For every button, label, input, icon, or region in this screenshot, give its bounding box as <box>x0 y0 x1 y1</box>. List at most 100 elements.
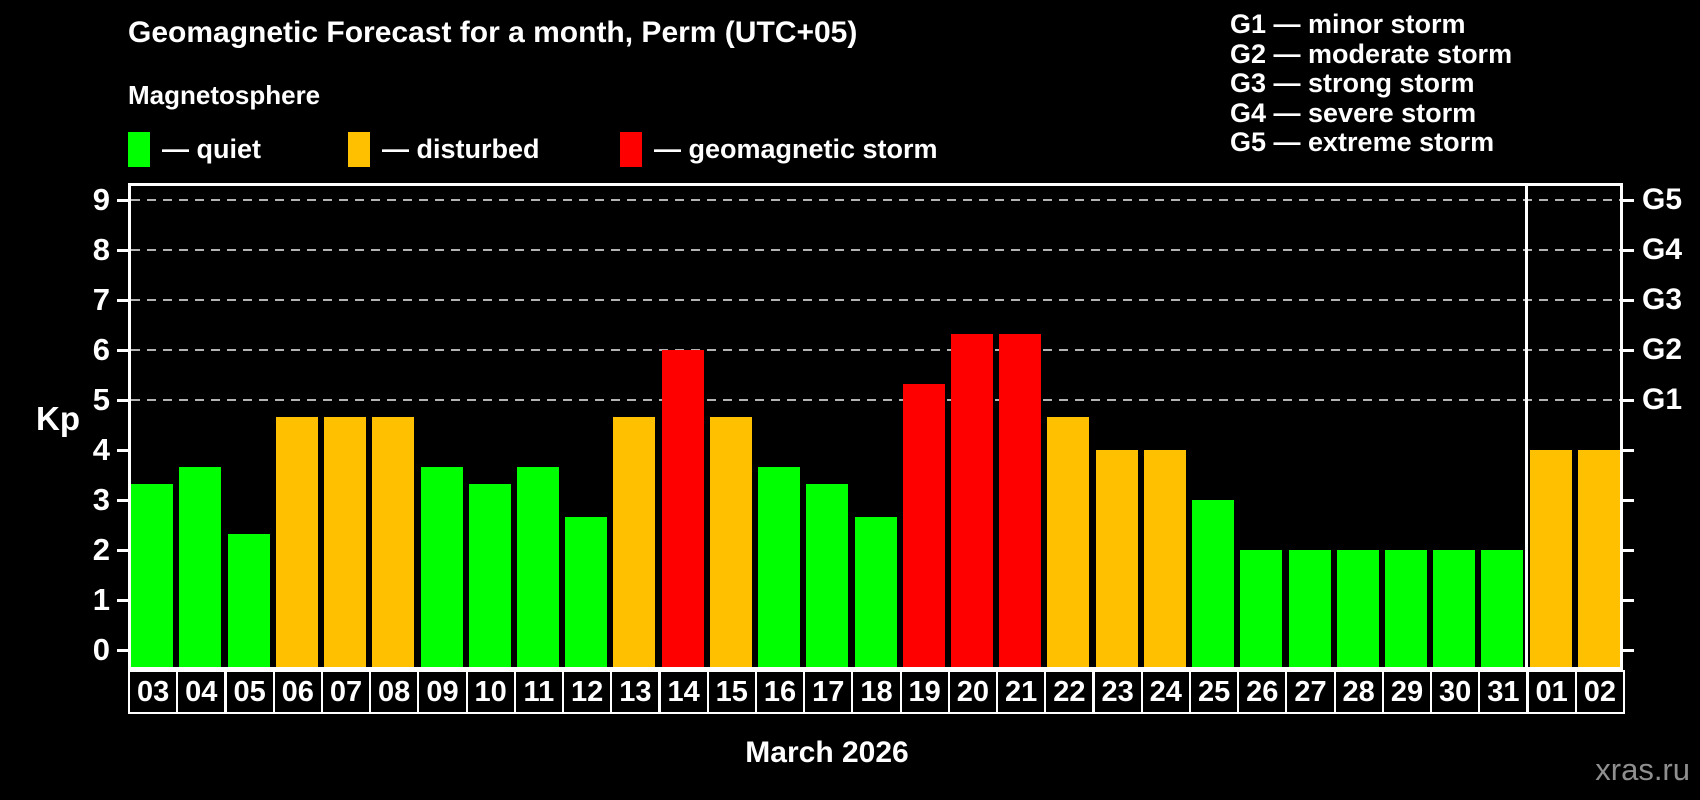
day-label-25: 25 <box>1189 670 1240 714</box>
y-tick-right-4 <box>1623 449 1634 452</box>
legend-item-quiet: — quiet <box>128 132 261 167</box>
y-tick-label-2: 2 <box>92 532 110 567</box>
day-label-06: 06 <box>272 670 323 714</box>
bar-day-02 <box>1577 450 1620 667</box>
disturbed-color-swatch <box>348 132 370 167</box>
day-label-19: 19 <box>899 670 950 714</box>
day-label-12: 12 <box>562 670 613 714</box>
y-tick-right-5 <box>1623 399 1634 402</box>
day-label-14: 14 <box>658 670 709 714</box>
bar-day-22 <box>1047 416 1090 667</box>
day-label-02: 02 <box>1574 670 1625 714</box>
day-label-01: 01 <box>1526 670 1577 714</box>
y-tick-left-6 <box>117 349 128 352</box>
day-label-27: 27 <box>1285 670 1336 714</box>
y-tick-right-9 <box>1623 199 1634 202</box>
day-label-10: 10 <box>465 670 516 714</box>
y-tick-right-7 <box>1623 299 1634 302</box>
bar-day-14 <box>661 350 704 667</box>
day-label-17: 17 <box>803 670 854 714</box>
y-tick-right-3 <box>1623 499 1634 502</box>
g-scale-legend-line: G4 — severe storm <box>1230 97 1477 128</box>
day-label-13: 13 <box>610 670 661 714</box>
day-label-20: 20 <box>947 670 998 714</box>
bar-day-15 <box>709 416 752 667</box>
g-scale-legend-line: G2 — moderate storm <box>1230 38 1513 69</box>
y-tick-left-8 <box>117 249 128 252</box>
g-axis-label-G5: G5 <box>1642 183 1683 216</box>
g-axis-label-G4: G4 <box>1642 233 1683 266</box>
y-tick-label-4: 4 <box>92 432 110 467</box>
day-label-22: 22 <box>1044 670 1095 714</box>
bar-day-24 <box>1143 450 1186 667</box>
g-axis-label-G2: G2 <box>1642 333 1683 366</box>
bar-day-03 <box>131 483 174 667</box>
chart-subtitle: Magnetosphere <box>128 80 321 110</box>
month-separator <box>1525 186 1528 667</box>
bar-day-08 <box>372 416 415 667</box>
bar-day-04 <box>179 466 222 667</box>
bar-day-09 <box>420 466 463 667</box>
bar-day-29 <box>1385 550 1427 667</box>
gridline-kp6 <box>131 349 1620 351</box>
bar-day-11 <box>516 466 559 667</box>
bar-day-28 <box>1336 550 1379 667</box>
y-tick-left-0 <box>117 649 128 652</box>
y-tick-left-3 <box>117 499 128 502</box>
day-label-30: 30 <box>1430 670 1481 714</box>
gridline-kp9 <box>131 199 1620 201</box>
y-tick-left-2 <box>117 549 128 552</box>
legend-label-quiet: — quiet <box>162 134 261 164</box>
bar-day-05 <box>227 533 270 667</box>
bar-day-18 <box>854 516 897 667</box>
legend-label-storm: — geomagnetic storm <box>654 134 938 164</box>
y-tick-label-6: 6 <box>92 332 110 367</box>
day-label-31: 31 <box>1478 670 1529 714</box>
watermark: xras.ru <box>1595 752 1690 787</box>
storm-color-swatch <box>620 132 642 167</box>
day-label-23: 23 <box>1092 670 1143 714</box>
y-tick-label-8: 8 <box>92 232 110 267</box>
day-label-05: 05 <box>224 670 275 714</box>
y-tick-right-8 <box>1623 249 1634 252</box>
y-tick-right-0 <box>1623 649 1634 652</box>
bar-day-10 <box>468 483 511 667</box>
g-axis-label-G3: G3 <box>1642 283 1683 316</box>
bar-day-16 <box>758 466 800 667</box>
gridline-kp5 <box>131 399 1620 401</box>
y-tick-label-5: 5 <box>92 382 110 417</box>
bar-day-23 <box>1095 450 1138 667</box>
day-label-11: 11 <box>513 670 564 714</box>
bar-day-06 <box>275 416 318 667</box>
x-axis-title: March 2026 <box>745 736 909 769</box>
bar-day-27 <box>1288 550 1331 667</box>
bar-day-30 <box>1433 550 1476 667</box>
day-label-09: 09 <box>417 670 468 714</box>
day-label-24: 24 <box>1140 670 1191 714</box>
y-tick-left-9 <box>117 199 128 202</box>
legend-label-disturbed: — disturbed <box>382 134 540 164</box>
day-label-04: 04 <box>176 670 227 714</box>
y-tick-left-1 <box>117 599 128 602</box>
day-label-21: 21 <box>996 670 1047 714</box>
y-tick-label-3: 3 <box>92 482 110 517</box>
bar-day-20 <box>951 333 993 667</box>
day-label-18: 18 <box>851 670 902 714</box>
chart-title: Geomagnetic Forecast for a month, Perm (… <box>128 16 858 49</box>
g-axis-label-G1: G1 <box>1642 383 1683 416</box>
bar-day-31 <box>1481 550 1524 667</box>
y-tick-label-9: 9 <box>92 182 110 217</box>
legend-item-storm: — geomagnetic storm <box>620 132 938 167</box>
bar-day-07 <box>324 416 366 667</box>
quiet-color-swatch <box>128 132 150 167</box>
day-label-08: 08 <box>369 670 420 714</box>
g-scale-legend-line: G3 — strong storm <box>1230 68 1475 99</box>
day-label-07: 07 <box>320 670 372 714</box>
bar-day-17 <box>806 483 849 667</box>
bar-day-12 <box>565 516 608 667</box>
g-scale-legend: G1 — minor storm G2 — moderate storm G3 — … <box>1230 9 1513 158</box>
y-tick-right-6 <box>1623 349 1634 352</box>
y-tick-right-2 <box>1623 549 1634 552</box>
day-label-16: 16 <box>754 670 806 714</box>
